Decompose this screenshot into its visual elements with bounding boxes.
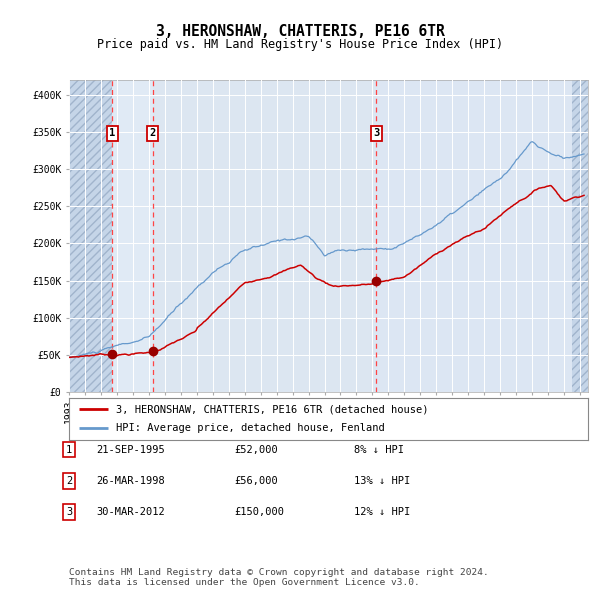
Text: 3: 3 bbox=[373, 128, 379, 138]
Text: Price paid vs. HM Land Registry's House Price Index (HPI): Price paid vs. HM Land Registry's House … bbox=[97, 38, 503, 51]
Text: 21-SEP-1995: 21-SEP-1995 bbox=[96, 445, 165, 454]
Text: £56,000: £56,000 bbox=[234, 476, 278, 486]
Bar bbox=[376, 80, 588, 392]
Text: 1: 1 bbox=[109, 128, 116, 138]
Text: £150,000: £150,000 bbox=[234, 507, 284, 517]
Text: 3, HERONSHAW, CHATTERIS, PE16 6TR (detached house): 3, HERONSHAW, CHATTERIS, PE16 6TR (detac… bbox=[116, 404, 428, 414]
Bar bbox=[69, 80, 112, 392]
Text: 3: 3 bbox=[66, 507, 72, 517]
Text: 2: 2 bbox=[66, 476, 72, 486]
Text: 12% ↓ HPI: 12% ↓ HPI bbox=[354, 507, 410, 517]
Text: HPI: Average price, detached house, Fenland: HPI: Average price, detached house, Fenl… bbox=[116, 424, 385, 434]
Text: 13% ↓ HPI: 13% ↓ HPI bbox=[354, 476, 410, 486]
Bar bbox=[572, 80, 588, 392]
Text: 2: 2 bbox=[149, 128, 155, 138]
Text: Contains HM Land Registry data © Crown copyright and database right 2024.
This d: Contains HM Land Registry data © Crown c… bbox=[69, 568, 489, 587]
Text: 3, HERONSHAW, CHATTERIS, PE16 6TR: 3, HERONSHAW, CHATTERIS, PE16 6TR bbox=[155, 24, 445, 38]
Text: £52,000: £52,000 bbox=[234, 445, 278, 454]
Text: 1: 1 bbox=[66, 445, 72, 454]
Text: 30-MAR-2012: 30-MAR-2012 bbox=[96, 507, 165, 517]
Bar bbox=[112, 80, 152, 392]
Text: 8% ↓ HPI: 8% ↓ HPI bbox=[354, 445, 404, 454]
Text: 26-MAR-1998: 26-MAR-1998 bbox=[96, 476, 165, 486]
